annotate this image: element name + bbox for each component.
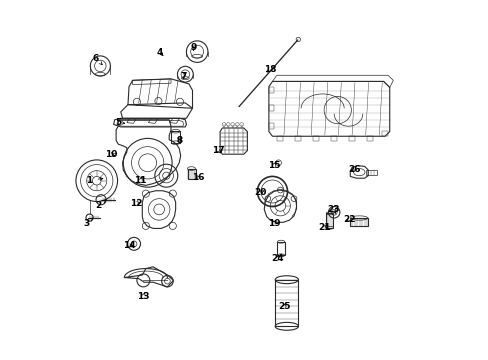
Text: 4: 4 [157,48,163,57]
Text: 26: 26 [348,165,361,174]
Text: 22: 22 [342,215,355,224]
Text: 6: 6 [92,54,102,65]
Text: 14: 14 [122,241,135,250]
Text: 24: 24 [271,254,283,263]
Bar [275,280,298,326]
Text: 8: 8 [176,136,182,145]
Bar [366,170,376,175]
Bar [382,131,387,136]
Bar [366,135,372,140]
Text: 16: 16 [191,173,203,182]
Text: 1: 1 [86,176,102,185]
Bar [277,242,284,255]
Bar [348,135,354,140]
Text: 25: 25 [278,302,290,311]
Text: 11: 11 [134,176,146,185]
Text: 10: 10 [105,150,117,159]
Bar [325,213,333,228]
Bar [313,135,319,140]
Text: 15: 15 [267,161,280,170]
Text: 7: 7 [180,72,186,81]
Bar [330,135,336,140]
Text: 19: 19 [267,219,280,228]
Text: 23: 23 [326,205,339,214]
Text: 5: 5 [115,118,124,127]
Bar [268,87,273,93]
Bar [295,135,301,140]
Text: 2: 2 [95,200,106,210]
Bar [277,135,283,140]
Text: 3: 3 [83,218,93,228]
Text: 9: 9 [190,43,196,52]
Text: 17: 17 [212,146,224,155]
Text: 21: 21 [317,223,330,232]
Bar [171,131,180,143]
Text: 12: 12 [130,199,142,208]
Bar [268,123,273,129]
Text: 20: 20 [254,188,266,197]
Text: 13: 13 [137,292,149,301]
Bar [187,168,195,179]
Bar [268,105,273,111]
Bar [349,218,367,226]
Text: 18: 18 [264,65,276,74]
